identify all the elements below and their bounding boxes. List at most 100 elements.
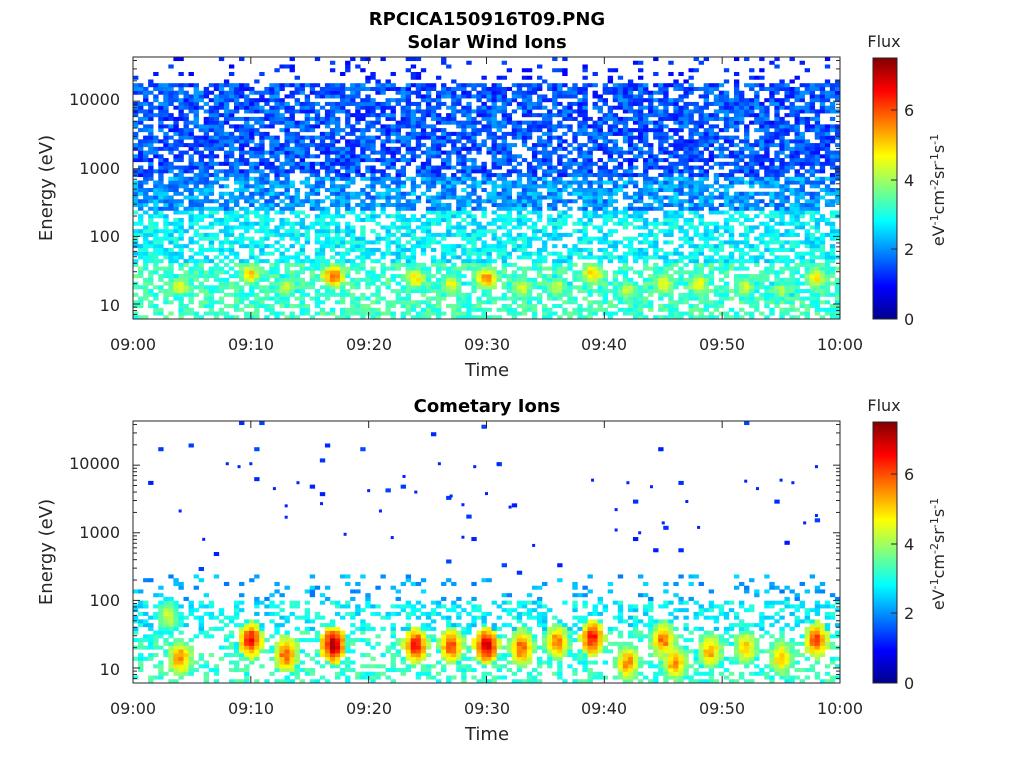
heatmap-cell: [612, 139, 619, 144]
heatmap-cell: [324, 244, 331, 249]
heatmap-cell: [178, 150, 184, 155]
heatmap-cell: [234, 274, 240, 279]
heatmap-cell: [688, 289, 694, 294]
heatmap-cell: [188, 277, 194, 282]
heatmap-cell: [405, 274, 412, 279]
heatmap-cell: [486, 300, 492, 305]
heatmap-cell: [436, 180, 442, 185]
heatmap-cell: [430, 83, 437, 88]
heatmap-cell: [597, 188, 603, 193]
heatmap-cell: [183, 184, 189, 189]
heatmap-cell: [632, 285, 639, 290]
heatmap-cell: [370, 292, 376, 297]
heatmap-cell: [350, 128, 356, 133]
heatmap-cell: [178, 202, 184, 208]
heatmap-cell: [400, 143, 406, 148]
heatmap-cell: [622, 109, 629, 114]
heatmap-cell: [350, 247, 356, 252]
heatmap-cell: [531, 150, 538, 155]
heatmap-cell: [466, 191, 472, 196]
heatmap-cell: [456, 229, 462, 234]
heatmap-cell: [425, 232, 432, 237]
heatmap-cell: [612, 113, 619, 118]
heatmap-cell: [365, 86, 371, 91]
heatmap-cell: [481, 86, 487, 91]
heatmap-cell: [178, 292, 184, 297]
heatmap-cell: [218, 281, 225, 286]
heatmap-cell: [491, 221, 497, 226]
heatmap-cell: [693, 281, 699, 286]
heatmap-cell: [683, 180, 689, 185]
heatmap-cell: [324, 277, 331, 282]
heatmap-cell: [289, 292, 295, 297]
heatmap-cell: [668, 176, 674, 181]
heatmap-cell: [537, 281, 543, 286]
heatmap-cell: [178, 266, 184, 271]
heatmap-cell: [249, 109, 255, 114]
heatmap-cell: [244, 229, 250, 234]
heatmap-cell: [365, 124, 371, 129]
heatmap-cell: [218, 240, 225, 245]
heatmap-cell: [420, 300, 427, 305]
heatmap-cell: [183, 105, 189, 110]
heatmap-cell: [607, 188, 614, 193]
heatmap-cell: [511, 109, 518, 114]
heatmap-cell: [193, 184, 199, 189]
heatmap-cell: [269, 83, 275, 88]
heatmap-cell: [239, 191, 245, 196]
heatmap-cell: [466, 165, 472, 170]
heatmap-cell: [572, 109, 578, 114]
heatmap-cell: [471, 274, 477, 279]
heatmap-cell: [693, 191, 699, 196]
heatmap-cell: [451, 262, 457, 267]
heatmap-cell: [395, 195, 401, 200]
heatmap-cell: [486, 113, 492, 118]
heatmap-cell: [653, 98, 659, 103]
heatmap-cell: [491, 247, 497, 252]
heatmap-cell: [314, 289, 321, 294]
heatmap-cell: [542, 146, 548, 151]
heatmap-cell: [668, 296, 674, 301]
heatmap-cell: [218, 143, 225, 148]
heatmap-cell: [314, 311, 321, 316]
heatmap-cell: [249, 202, 255, 208]
heatmap-cell: [552, 244, 558, 249]
heatmap-cell: [531, 236, 538, 241]
heatmap-cell: [284, 304, 290, 309]
heatmap-cell: [668, 71, 674, 77]
heatmap-cell: [441, 214, 447, 219]
heatmap-cell: [304, 199, 311, 204]
heatmap-cell: [481, 128, 487, 133]
heatmap-cell: [446, 225, 452, 230]
heatmap-cell: [289, 289, 295, 294]
heatmap-cell: [622, 94, 629, 99]
heatmap-cell: [557, 139, 563, 144]
heatmap-cell: [496, 214, 502, 219]
heatmap-cell: [622, 86, 629, 91]
heatmap-cell: [688, 90, 694, 95]
heatmap-cell: [617, 101, 624, 106]
heatmap-cell: [668, 202, 674, 208]
heatmap-cell: [173, 184, 179, 189]
heatmap-cell: [572, 300, 578, 305]
heatmap-cell: [577, 277, 583, 282]
heatmap-cell: [516, 277, 523, 282]
heatmap-cell: [471, 281, 477, 286]
heatmap-cell: [304, 116, 311, 121]
heatmap-cell: [582, 285, 588, 290]
heatmap-cell: [223, 229, 230, 234]
heatmap-cell: [441, 83, 447, 88]
heatmap-cell: [340, 289, 346, 294]
heatmap-cell: [496, 150, 502, 155]
heatmap-cell: [537, 210, 543, 215]
heatmap-cell: [158, 158, 164, 163]
heatmap-cell: [506, 199, 513, 204]
heatmap-cell: [335, 266, 341, 271]
heatmap-cell: [158, 195, 164, 200]
heatmap-cell: [481, 292, 487, 297]
heatmap-cell: [668, 266, 674, 271]
heatmap-cell: [375, 202, 381, 208]
heatmap-cell: [289, 116, 295, 121]
heatmap-cell: [501, 304, 507, 309]
heatmap-cell: [461, 236, 467, 241]
